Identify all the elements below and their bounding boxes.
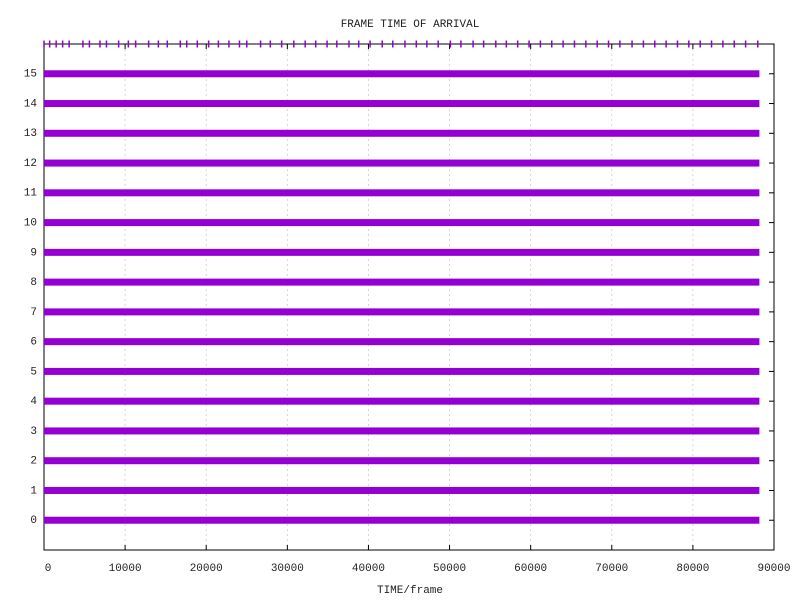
y-tick-label: 15 [24,69,37,81]
arrival-band [44,367,760,375]
arrival-band [44,397,760,405]
x-tick-label: 30000 [271,563,304,575]
arrival-band [44,308,760,316]
chart-title: FRAME TIME OF ARRIVAL [341,19,480,31]
arrival-band [44,516,760,524]
arrival-band [44,100,760,108]
plot-frame [43,43,775,551]
x-tick-label: 20000 [190,563,223,575]
arrival-band [44,338,760,346]
arrival-band [44,427,760,435]
y-tick-label: 14 [24,98,38,110]
y-tick-label: 12 [24,158,37,170]
x-tick-label: 10000 [109,563,142,575]
arrival-band [44,248,760,256]
arrival-band [44,486,760,494]
y-tick-label: 10 [24,217,37,229]
x-tick-label: 50000 [433,563,466,575]
arrival-band [44,159,760,167]
y-tick-label: 9 [30,247,37,259]
x-tick-label: 60000 [514,563,547,575]
y-tick-label: 2 [30,456,37,468]
x-tick-label: 80000 [676,563,709,575]
y-tick-label: 1 [30,485,37,497]
arrival-band [44,129,760,137]
y-tick-label: 5 [30,366,37,378]
y-tick-label: 7 [30,307,37,319]
arrival-band [44,219,760,227]
x-tick-label: 0 [45,563,52,575]
arrival-band [44,278,760,286]
arrival-band [44,70,760,78]
y-tick-label: 11 [24,188,38,200]
arrival-band [44,457,760,465]
y-tick-label: 0 [30,515,37,527]
x-tick-label: 70000 [595,563,628,575]
y-tick-label: 3 [30,426,37,438]
y-tick-label: 8 [30,277,37,289]
arrival-band [44,189,760,197]
y-tick-label: 13 [24,128,37,140]
y-tick-label: 6 [30,337,37,349]
x-tick-label: 40000 [352,563,385,575]
x-axis-label: TIME/frame [377,585,443,597]
y-tick-label: 4 [30,396,37,408]
x-tick-label: 90000 [757,563,790,575]
